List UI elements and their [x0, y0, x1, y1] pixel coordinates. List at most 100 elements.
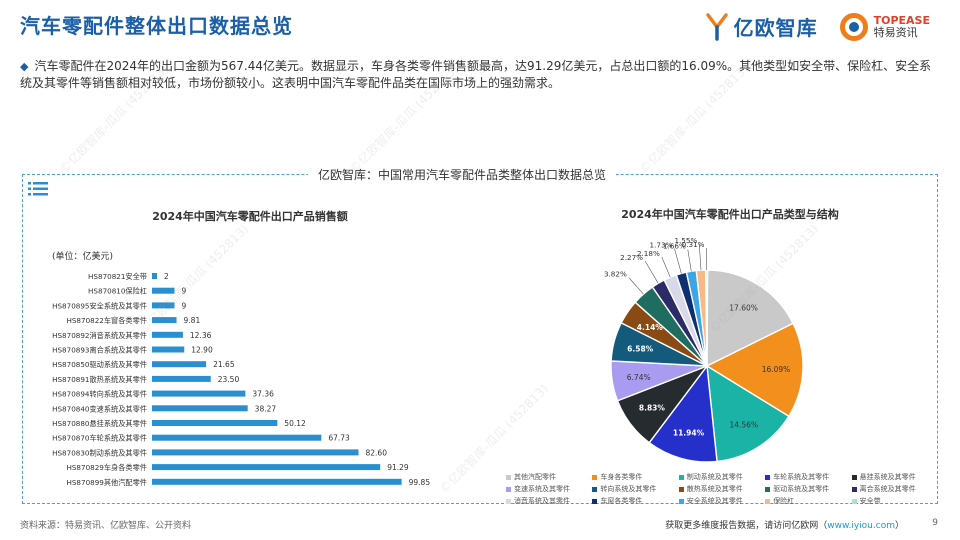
bar: [152, 464, 381, 471]
legend-swatch: [765, 486, 771, 492]
bar: [152, 478, 402, 485]
pie-slice-label: 4.14%: [637, 323, 664, 332]
legend-swatch: [851, 474, 857, 480]
source-note: 资料来源：特易资讯、亿欧智库、公开资料: [20, 521, 192, 531]
logo-group: 亿欧智库 TOPEASE 特易资讯: [705, 12, 930, 41]
pie-slice-label: 16.09%: [762, 365, 791, 374]
bar-value-label: 23.50: [218, 375, 240, 384]
legend-label: 消音系统及其零件: [514, 497, 570, 505]
legend-swatch: [765, 474, 771, 480]
legend-label: 安全带: [859, 497, 881, 505]
legend-label: 车轮系统及其零件: [773, 473, 830, 481]
legend-swatch: [851, 486, 857, 492]
legend-label: 转向系统及其零件: [600, 485, 657, 493]
yiou-logo: 亿欧智库: [705, 12, 818, 41]
legend-item: 保险杠: [765, 496, 849, 506]
intro-paragraph: ◆ 汽车零配件在2024年的出口金额为567.44亿美元。数据显示，车身各类零件销…: [20, 58, 940, 92]
legend-item: 离合系统及其零件: [851, 484, 936, 494]
pie-leader-line: [687, 249, 692, 272]
legend-label: 驱动系统及其零件: [773, 485, 830, 493]
legend-label: 车窗各类零件: [600, 497, 643, 505]
legend-item: 其他汽配零件: [506, 472, 590, 482]
legend-item: 变速系统及其零件: [506, 484, 590, 494]
bar: [152, 420, 278, 426]
bar-category-label: HS870810保险杠: [88, 287, 147, 296]
bar-chart-unit: (单位：亿美元): [52, 252, 114, 262]
legend-item: 消音系统及其零件: [506, 496, 590, 506]
diamond-bullet-icon: ◆: [20, 60, 29, 73]
pie-slice: [704, 269, 709, 367]
bar: [152, 405, 248, 412]
pie-leader-line: [644, 260, 659, 284]
legend-swatch: [506, 498, 511, 504]
pie-slice-label: 17.60%: [729, 303, 758, 312]
pie-slice-label: 11.94%: [673, 429, 705, 438]
bar-value-label: 99.85: [409, 478, 431, 487]
pie-leader-line: [661, 256, 671, 278]
legend-label: 离合系统及其零件: [859, 485, 916, 493]
bar-value-label: 50.12: [284, 419, 306, 428]
bar-value-label: 82.60: [366, 448, 388, 457]
page-number: 9: [932, 518, 938, 528]
pie-slice-label: 1.55%: [674, 236, 697, 245]
topease-logo-en: TOPEASE: [873, 13, 930, 27]
bar-value-label: 9.81: [184, 316, 201, 325]
legend-item: 车身各类零件: [592, 472, 676, 482]
bar-category-label: HS870822车窗各类零件: [66, 316, 147, 325]
bar: [152, 331, 183, 338]
legend-swatch: [765, 498, 771, 504]
bar-category-label: HS870892消音系统及其零件: [52, 331, 147, 340]
legend-item: 安全带: [851, 496, 936, 506]
pie-slice-label: 6.74%: [627, 373, 651, 382]
pie-slice-label: 6.58%: [627, 344, 654, 353]
pie-slice-label: 3.82%: [604, 270, 627, 279]
pie-slice-label: 1.73%: [650, 240, 673, 249]
footer-link[interactable]: www.iyiou.com: [827, 521, 895, 531]
bar-category-label: HS870870车轮系统及其零件: [52, 434, 147, 443]
bar-value-label: 9: [182, 301, 187, 310]
bar: [152, 346, 185, 353]
pie-chart-title: 2024年中国汽车零配件出口产品类型与结构: [621, 208, 839, 221]
legend-label: 安全系统及其零件: [686, 497, 743, 505]
legend-swatch: [506, 486, 511, 492]
bar-category-label: HS870830制动系统及其零件: [52, 448, 147, 457]
legend-swatch: [506, 474, 511, 480]
pie-slice-label: 14.56%: [729, 421, 758, 430]
topease-mark-icon: [839, 12, 868, 41]
bar-category-label: HS870821安全带: [88, 272, 147, 281]
legend-label: 其他汽配零件: [514, 473, 556, 481]
bar: [152, 317, 177, 324]
bar-value-label: 38.27: [255, 404, 277, 413]
legend-item: 转向系统及其零件: [592, 484, 676, 494]
bar: [152, 390, 246, 397]
yiou-mark-icon: [705, 12, 728, 41]
bar-category-label: HS870840变速系统及其零件: [52, 404, 147, 413]
intro-text: 汽车零配件在2024年的出口金额为567.44亿美元。数据显示，车身各类零件销售…: [20, 59, 932, 90]
legend-item: 车轮系统及其零件: [765, 472, 849, 482]
footer-note: 获取更多维度报告数据，请访问亿欧网（www.iyiou.com）: [665, 518, 904, 531]
legend-swatch: [678, 486, 684, 492]
bar-category-label: HS870899其他汽配零件: [66, 478, 147, 487]
pie-leader-line: [674, 248, 682, 274]
legend-label: 变速系统及其零件: [514, 485, 570, 493]
bar: [152, 375, 211, 382]
pie-slice: [706, 364, 790, 463]
pie-slice-label: 2.27%: [620, 253, 643, 262]
bar-category-label: HS870893离合系统及其零件: [52, 346, 147, 355]
bar: [152, 434, 322, 441]
bar-value-label: 2: [164, 272, 169, 281]
legend-label: 保险杠: [773, 497, 795, 505]
legend-item: 车窗各类零件: [592, 496, 676, 506]
bar-value-label: 91.29: [387, 463, 409, 472]
bar-value-label: 9: [182, 287, 187, 296]
bar: [152, 287, 175, 294]
list-menu-icon: [28, 182, 48, 196]
bar-category-label: HS870891散热系统及其零件: [52, 375, 147, 384]
page-title: 汽车零配件整体出口数据总览: [20, 14, 293, 38]
bar-category-label: HS870850驱动系统及其零件: [52, 360, 147, 369]
footer-suffix: ）: [894, 521, 904, 531]
legend-swatch: [851, 498, 857, 504]
yiou-logo-text: 亿欧智库: [733, 16, 818, 40]
topease-logo: TOPEASE 特易资讯: [839, 12, 930, 41]
legend-label: 散热系统及其零件: [686, 485, 743, 493]
